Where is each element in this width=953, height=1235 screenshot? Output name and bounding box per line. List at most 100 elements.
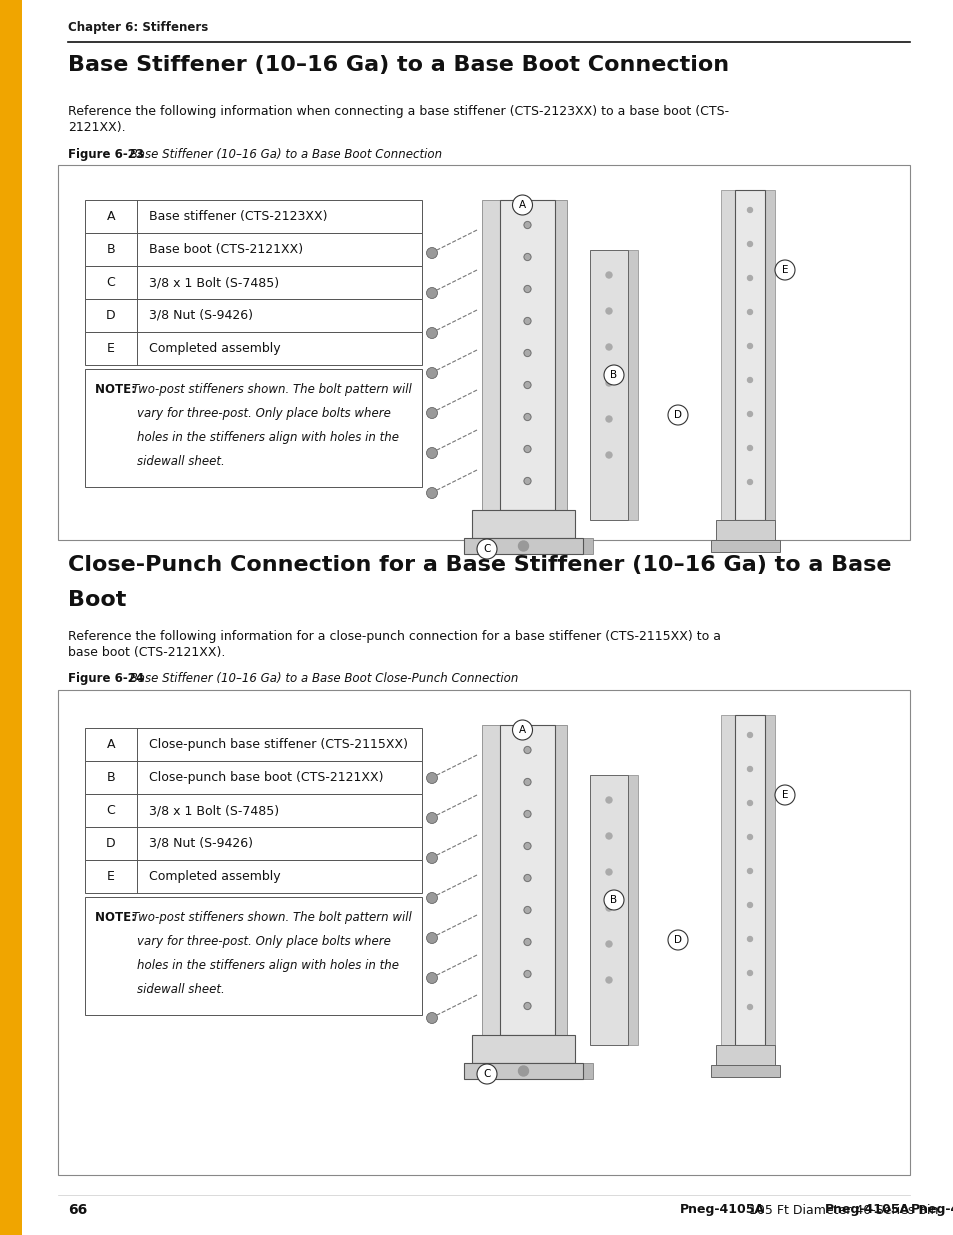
Text: E: E: [781, 266, 787, 275]
Text: A: A: [107, 739, 115, 751]
Circle shape: [426, 368, 437, 378]
Circle shape: [747, 411, 752, 416]
Text: E: E: [107, 869, 114, 883]
Circle shape: [523, 317, 531, 325]
Circle shape: [518, 1066, 528, 1076]
Circle shape: [747, 378, 752, 383]
Bar: [589, 776, 627, 1045]
Text: Base Stiffener (10–16 Ga) to a Base Boot Close-Punch Connection: Base Stiffener (10–16 Ga) to a Base Boot…: [126, 672, 517, 685]
Text: holes in the stiffeners align with holes in the: holes in the stiffeners align with holes…: [137, 960, 398, 972]
Circle shape: [426, 893, 437, 904]
Text: A: A: [107, 210, 115, 224]
Circle shape: [426, 288, 437, 299]
Bar: [710, 540, 780, 552]
Bar: [555, 200, 566, 510]
Text: Base Stiffener (10–16 Ga) to a Base Boot Connection: Base Stiffener (10–16 Ga) to a Base Boot…: [126, 148, 441, 161]
Bar: [85, 233, 421, 266]
Circle shape: [512, 720, 532, 740]
Circle shape: [747, 868, 752, 873]
Circle shape: [426, 932, 437, 944]
Bar: [716, 1045, 774, 1065]
Text: C: C: [483, 1070, 490, 1079]
Circle shape: [605, 452, 612, 458]
Text: sidewall sheet.: sidewall sheet.: [137, 454, 225, 468]
Bar: [481, 200, 499, 510]
Text: NOTE:: NOTE:: [95, 911, 140, 924]
Text: A: A: [518, 200, 525, 210]
Circle shape: [426, 852, 437, 863]
Text: Pneg-4105A: Pneg-4105A: [824, 1203, 909, 1216]
Circle shape: [605, 869, 612, 876]
Circle shape: [523, 939, 531, 946]
Circle shape: [476, 1065, 497, 1084]
Circle shape: [523, 971, 531, 977]
Text: Boot: Boot: [68, 590, 126, 610]
Text: D: D: [673, 935, 681, 945]
Text: Figure 6-23: Figure 6-23: [68, 148, 144, 161]
Text: 3/8 x 1 Bolt (S-7485): 3/8 x 1 Bolt (S-7485): [149, 275, 279, 289]
Text: holes in the stiffeners align with holes in the: holes in the stiffeners align with holes…: [137, 431, 398, 445]
Bar: [85, 299, 421, 332]
Circle shape: [523, 414, 531, 420]
Circle shape: [603, 366, 623, 385]
Text: Pneg-4105A: Pneg-4105A: [910, 1203, 953, 1216]
Circle shape: [426, 773, 437, 783]
Text: D: D: [106, 309, 115, 322]
Bar: [627, 249, 638, 520]
Circle shape: [605, 832, 612, 839]
Bar: [85, 332, 421, 366]
Bar: [710, 1065, 780, 1077]
Bar: [472, 1035, 575, 1063]
Circle shape: [605, 797, 612, 803]
Text: Reference the following information for a close-punch connection for a base stif: Reference the following information for …: [68, 630, 720, 643]
Text: Completed assembly: Completed assembly: [149, 342, 280, 354]
Bar: [481, 725, 499, 1035]
Bar: [716, 520, 774, 540]
Text: 3/8 Nut (S-9426): 3/8 Nut (S-9426): [149, 837, 253, 850]
Text: 2121XX).: 2121XX).: [68, 121, 126, 135]
Text: B: B: [107, 243, 115, 256]
Bar: [627, 776, 638, 1045]
Circle shape: [667, 930, 687, 950]
Circle shape: [512, 195, 532, 215]
Text: Reference the following information when connecting a base stiffener (CTS-2123XX: Reference the following information when…: [68, 105, 728, 119]
Bar: [85, 860, 421, 893]
Circle shape: [523, 874, 531, 882]
Circle shape: [747, 479, 752, 484]
Circle shape: [605, 416, 612, 422]
Text: C: C: [107, 804, 115, 818]
Bar: [764, 715, 774, 1045]
Circle shape: [747, 835, 752, 840]
Circle shape: [523, 842, 531, 850]
Bar: [85, 727, 421, 761]
Text: vary for three-post. Only place bolts where: vary for three-post. Only place bolts wh…: [137, 935, 391, 948]
Bar: [734, 190, 764, 520]
Text: Pneg-4105A: Pneg-4105A: [679, 1203, 764, 1216]
Text: 66: 66: [68, 1203, 87, 1216]
Text: Base Stiffener (10–16 Ga) to a Base Boot Connection: Base Stiffener (10–16 Ga) to a Base Boot…: [68, 56, 728, 75]
Text: Figure 6-24: Figure 6-24: [68, 672, 144, 685]
Circle shape: [523, 285, 531, 293]
Bar: [463, 538, 582, 555]
Circle shape: [603, 890, 623, 910]
Bar: [85, 761, 421, 794]
Circle shape: [523, 382, 531, 389]
Circle shape: [605, 345, 612, 350]
Text: E: E: [781, 790, 787, 800]
Circle shape: [426, 408, 437, 419]
Text: Completed assembly: Completed assembly: [149, 869, 280, 883]
Circle shape: [747, 936, 752, 941]
Text: B: B: [107, 771, 115, 784]
Circle shape: [747, 767, 752, 772]
Text: B: B: [610, 370, 617, 380]
Circle shape: [747, 207, 752, 212]
Text: A: A: [518, 725, 525, 735]
Circle shape: [518, 541, 528, 551]
Bar: [85, 897, 421, 1015]
Text: 105 Ft Diameter 40-Series Bin: 105 Ft Diameter 40-Series Bin: [744, 1203, 938, 1216]
Bar: [85, 369, 421, 487]
Text: NOTE:: NOTE:: [95, 383, 140, 396]
Text: 3/8 Nut (S-9426): 3/8 Nut (S-9426): [149, 309, 253, 322]
Bar: [463, 1063, 582, 1079]
Circle shape: [747, 1004, 752, 1009]
